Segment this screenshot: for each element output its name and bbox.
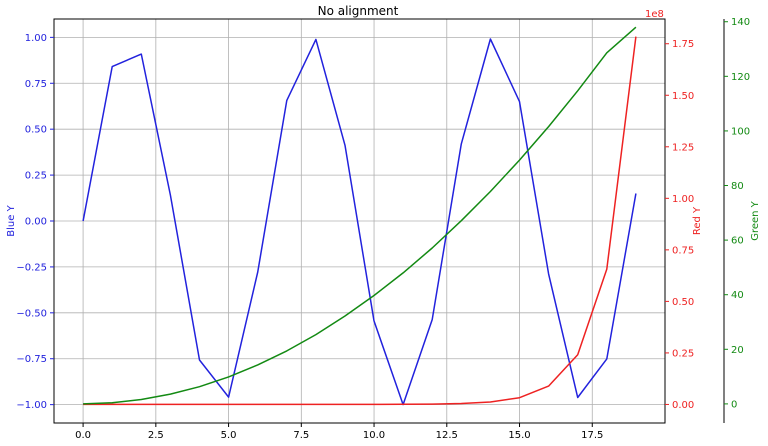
x-tick-label: 7.5 <box>293 430 309 441</box>
x-tick-label: 12.5 <box>436 430 458 441</box>
x-tick-label: 15.0 <box>508 430 530 441</box>
right-y-tick-label: 0.00 <box>672 400 694 411</box>
right-y-axis-offset-text: 1e8 <box>645 9 664 20</box>
second-right-y-tick-label: 0 <box>731 399 737 410</box>
series-line-right2 <box>83 26 637 405</box>
series-line-right <box>83 36 637 406</box>
x-tick-label: 0.0 <box>75 430 91 441</box>
right-y-tick-label: 0.75 <box>672 245 694 256</box>
left-y-tick-label: 1.00 <box>25 33 47 44</box>
left-y-tick-label: −1.00 <box>16 400 47 411</box>
grid <box>54 19 665 423</box>
x-tick-label: 2.5 <box>148 430 164 441</box>
second-right-y-tick-label: 140 <box>731 17 750 28</box>
right-y-tick-label: 1.75 <box>672 39 694 50</box>
right-y-tick-label: 0.50 <box>672 297 694 308</box>
right-y-axis-label: Red Y <box>692 206 703 235</box>
second-right-y-tick-label: 60 <box>731 236 744 247</box>
second-right-y-axis-label: Green Y <box>750 200 761 240</box>
right-y-axis: 0.00 0.25 0.50 0.75 1.00 1.25 1.50 1.75 <box>665 39 694 411</box>
left-y-tick-label: −0.75 <box>16 354 47 365</box>
right-y-tick-label: 1.00 <box>672 194 694 205</box>
plot-series <box>82 26 637 406</box>
left-y-tick-label: 0.50 <box>25 125 47 136</box>
second-right-y-axis: 0 20 40 60 80 100 120 140 <box>723 17 750 423</box>
series-line-left <box>82 38 637 406</box>
second-right-y-tick-label: 80 <box>731 181 744 192</box>
second-right-y-tick-label: 100 <box>731 126 750 137</box>
chart-title: No alignment <box>318 4 399 18</box>
second-right-y-tick-label: 120 <box>731 72 750 83</box>
right-y-tick-label: 0.25 <box>672 348 694 359</box>
right-y-tick-label: 1.50 <box>672 91 694 102</box>
left-y-axis-label: Blue Y <box>6 204 17 236</box>
x-tick-label: 10.0 <box>363 430 385 441</box>
left-y-axis: −1.00 −0.75 −0.50 −0.25 0.00 0.25 0.50 0.75 1.00 <box>16 33 54 411</box>
left-y-tick-label: 0.75 <box>25 79 47 90</box>
left-y-tick-label: −0.25 <box>16 262 47 273</box>
left-y-tick-label: 0.25 <box>25 171 47 182</box>
left-y-tick-label: 0.00 <box>25 217 47 228</box>
left-y-tick-label: −0.50 <box>16 308 47 319</box>
right-y-tick-label: 1.25 <box>672 142 694 153</box>
second-right-y-tick-label: 40 <box>731 290 744 301</box>
second-right-y-tick-label: 20 <box>731 345 744 356</box>
x-tick-label: 17.5 <box>581 430 603 441</box>
x-axis: 0.0 2.5 5.0 7.5 10.0 12.5 15.0 17.5 <box>75 423 603 441</box>
x-tick-label: 5.0 <box>221 430 237 441</box>
